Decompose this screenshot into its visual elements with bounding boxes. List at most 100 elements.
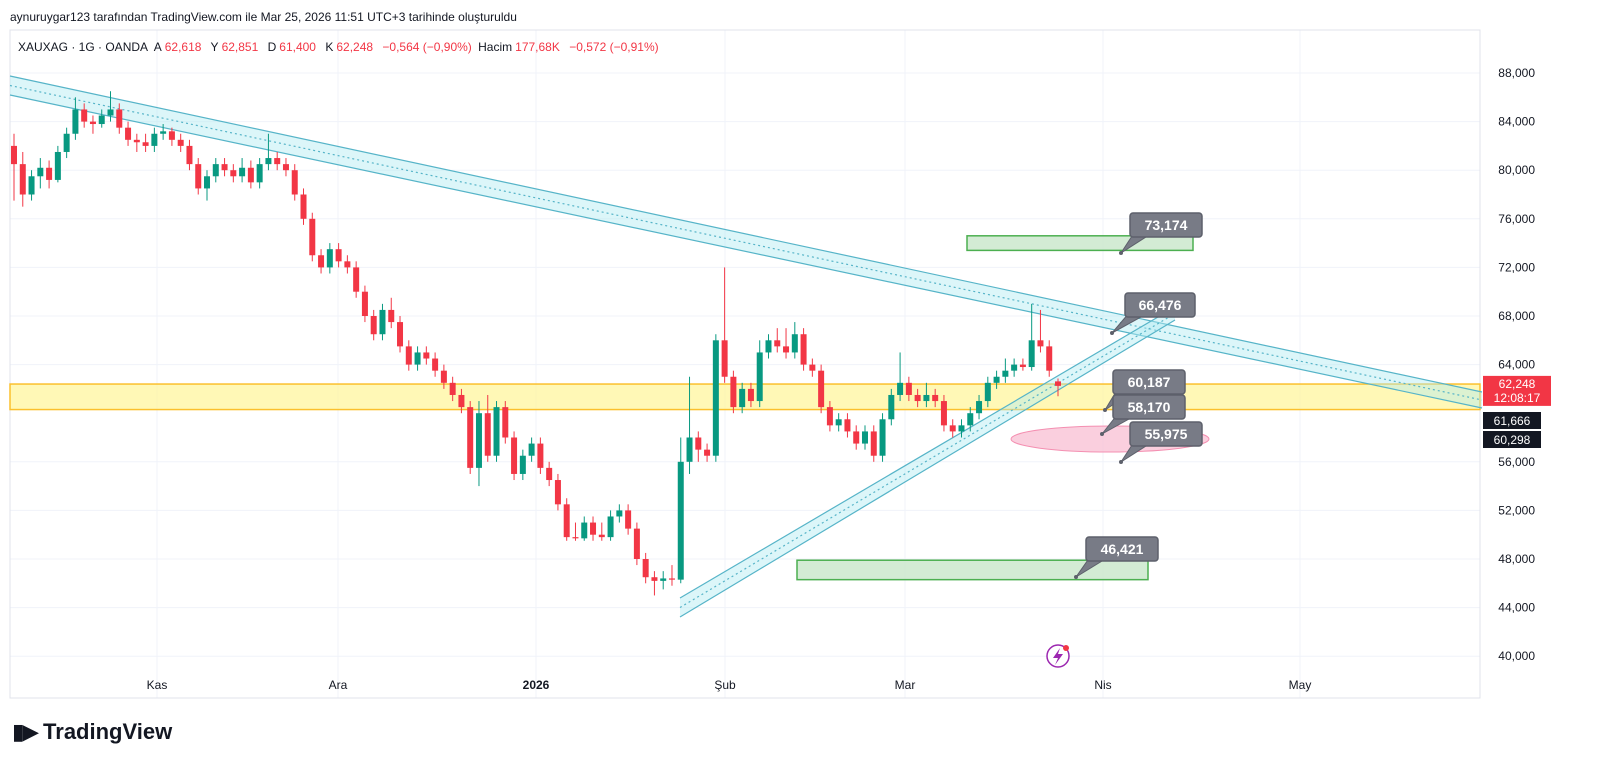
countdown-timer: 12:08:17 (1494, 391, 1541, 405)
candle-body (1028, 340, 1035, 368)
price-tick-label: 44,000 (1498, 601, 1535, 615)
callouts-layer: 73,174 66,476 60,187 58,170 55,975 46,421 (1074, 212, 1203, 579)
ohlc-legend: XAUXAG · 1G · OANDA A 62,618 Y 62,851 D 61,… (18, 40, 662, 54)
candle-body (98, 115, 105, 125)
candle-body (739, 388, 746, 408)
descending-channel-edge (9, 94, 1483, 409)
candle-body (791, 334, 798, 353)
candle-body (774, 340, 781, 347)
candle-body (353, 267, 360, 292)
tradingview-logo[interactable]: ▮▶ TradingView (12, 719, 172, 745)
candle-body (423, 352, 430, 359)
low-value: 61,400 (279, 40, 316, 54)
candle-body (432, 358, 439, 371)
candle-body (484, 413, 491, 456)
time-tick-label: May (1289, 678, 1312, 692)
time-axis: Kas Ara 2026 Şub Mar Nis May (147, 678, 1312, 692)
candle-body (554, 480, 561, 505)
callout-value: 66,476 (1139, 297, 1182, 313)
candle-body (458, 394, 465, 408)
change-value: −0,564 (−0,90%) (382, 40, 472, 54)
candle-body (274, 158, 281, 165)
callout-anchor (1103, 408, 1107, 412)
symbol-label[interactable]: XAUXAG · 1G · OANDA (18, 40, 149, 54)
high-value: 62,851 (221, 40, 259, 54)
callout-box (1085, 536, 1159, 562)
candle-body (212, 164, 219, 177)
callout-box (1129, 421, 1203, 447)
candle-body (853, 431, 860, 444)
callout-box (1112, 394, 1186, 420)
candle-body (590, 522, 597, 535)
callout-value: 58,170 (1128, 399, 1171, 415)
candle-body (704, 449, 711, 456)
candle-body (388, 309, 395, 323)
time-tick-label: Şub (714, 678, 736, 692)
candle-body (28, 176, 35, 195)
ascending-channel-fill (680, 307, 1175, 617)
callout-value: 73,174 (1145, 217, 1188, 233)
candle-body (607, 516, 614, 538)
brand-name: TradingView (43, 719, 173, 744)
price-tick-label: 76,000 (1498, 212, 1535, 226)
ascending-channel-mid (679, 312, 1176, 609)
callout-box (1129, 212, 1203, 238)
zones-layer (9, 235, 1481, 581)
price-tick-label: 72,000 (1498, 260, 1535, 274)
candle-body (870, 431, 877, 456)
candle-body (537, 443, 544, 468)
price-tick-label: 40,000 (1498, 649, 1535, 663)
candle-body (528, 443, 535, 456)
callout-value: 46,421 (1101, 541, 1144, 557)
candle-body (11, 145, 17, 165)
candle-body (309, 218, 316, 256)
callout-box (1112, 369, 1186, 395)
candle-body (72, 109, 79, 134)
candle-body (730, 376, 737, 408)
price-tick-label: 48,000 (1498, 552, 1535, 566)
candle-body (958, 425, 965, 432)
candle-body (318, 255, 325, 268)
callout-anchor (1110, 331, 1114, 335)
candle-body (186, 145, 193, 165)
candle-body (230, 170, 237, 177)
candle-body (949, 425, 956, 432)
callout-box (1124, 292, 1196, 318)
candle-body (440, 370, 447, 383)
trendlines-layer (9, 75, 1483, 618)
candle-body (1055, 381, 1061, 386)
candle-body (642, 559, 649, 578)
candle-body (888, 394, 895, 420)
callout-anchor (1074, 575, 1078, 579)
candle-body (511, 437, 518, 474)
price-tag: 60,298 (1483, 431, 1541, 448)
candle-body (747, 388, 754, 402)
price-tick-label: 80,000 (1498, 163, 1535, 177)
price-tick-label: 68,000 (1498, 309, 1535, 323)
price-tick-label: 88,000 (1498, 66, 1535, 80)
time-tick-label: 2026 (523, 678, 550, 692)
lightning-alert-icon[interactable] (1046, 644, 1070, 668)
candle-body (449, 382, 456, 395)
price-callout: 73,174 (1119, 212, 1203, 255)
open-value: 62,618 (164, 40, 202, 54)
candle-body (361, 291, 368, 316)
candle-body (546, 467, 553, 481)
candle-body (897, 382, 904, 395)
time-tick-label: Kas (147, 678, 168, 692)
candle-body (695, 437, 702, 450)
candles-layer (11, 91, 1061, 596)
price-tag: 61,666 (1483, 412, 1541, 429)
low-label: D (267, 40, 277, 54)
price-tag-value: 60,298 (1494, 433, 1531, 447)
candle-body (107, 109, 114, 116)
candle-body (598, 534, 605, 538)
ascending-channel-edge (679, 319, 1176, 618)
candle-body (932, 394, 939, 402)
candle-body (46, 167, 53, 180)
candle-body (37, 167, 44, 177)
close-label: K (325, 40, 334, 54)
candle-body (265, 158, 272, 165)
